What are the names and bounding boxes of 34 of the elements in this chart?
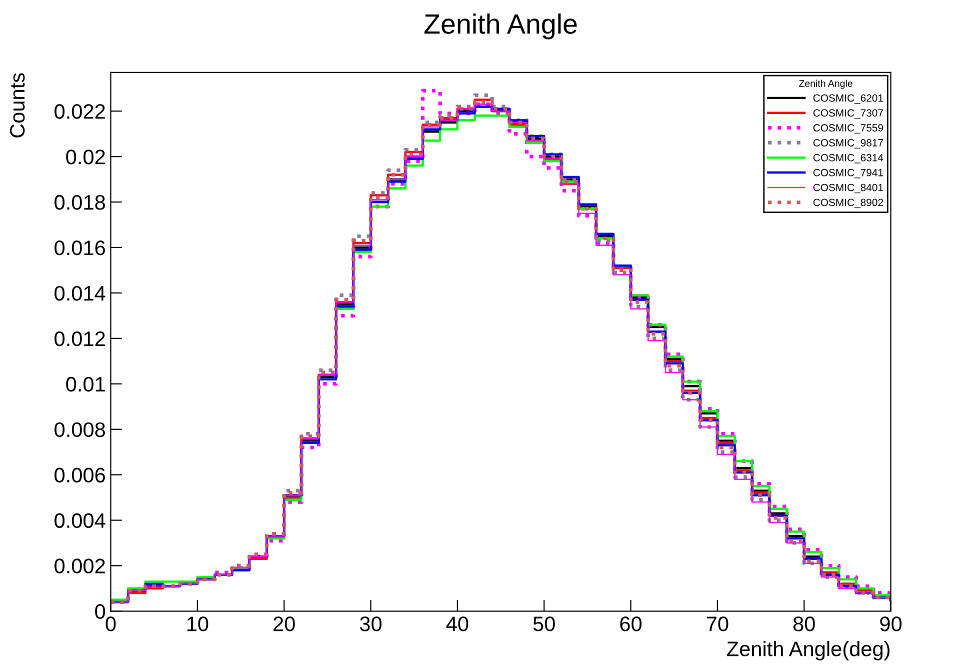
legend-label: COSMIC_6314 xyxy=(813,154,884,164)
legend-label: COSMIC_8401 xyxy=(813,184,883,194)
y-tick-label: 0.004 xyxy=(54,513,106,528)
y-tick-label: 0.002 xyxy=(54,558,105,574)
x-tick-label: 60 xyxy=(620,616,642,632)
y-tick-label: 0.016 xyxy=(54,240,105,256)
y-tick-label: 0.006 xyxy=(54,468,105,483)
legend-label: COSMIC_7307 xyxy=(813,109,883,119)
x-tick-label: 0 xyxy=(106,616,116,632)
y-tick-label: 0.014 xyxy=(54,286,106,301)
y-tick-label: 0.02 xyxy=(66,150,105,164)
x-tick-label: 10 xyxy=(187,616,208,632)
x-tick-label: 40 xyxy=(446,616,468,632)
legend-label: COSMIC_6201 xyxy=(813,94,883,104)
legend-title: Zenith Angle xyxy=(799,80,852,89)
legend-label: COSMIC_8902 xyxy=(813,198,883,208)
x-tick-label: 80 xyxy=(793,616,815,632)
x-tick-label: 70 xyxy=(706,616,728,632)
y-tick-label: 0.01 xyxy=(66,376,105,392)
legend-label: COSMIC_7559 xyxy=(813,124,883,134)
x-tick-label: 50 xyxy=(533,616,555,632)
legend-label: COSMIC_7941 xyxy=(813,168,883,178)
y-tick-label: 0 xyxy=(95,604,106,619)
x-axis-title: Zenith Angle(deg) xyxy=(726,640,890,660)
x-tick-label: 20 xyxy=(274,616,295,632)
x-tick-label: 30 xyxy=(360,616,382,632)
y-tick-label: 0.008 xyxy=(54,422,105,438)
chart-title: Zenith Angle xyxy=(424,13,577,40)
legend-label: COSMIC_9817 xyxy=(813,139,883,148)
y-tick-label: 0.012 xyxy=(54,331,105,346)
x-tick-label: 90 xyxy=(880,616,902,632)
y-axis-title: Counts xyxy=(10,73,25,138)
y-tick-label: 0.018 xyxy=(54,195,105,210)
y-tick-label: 0.022 xyxy=(54,104,105,119)
